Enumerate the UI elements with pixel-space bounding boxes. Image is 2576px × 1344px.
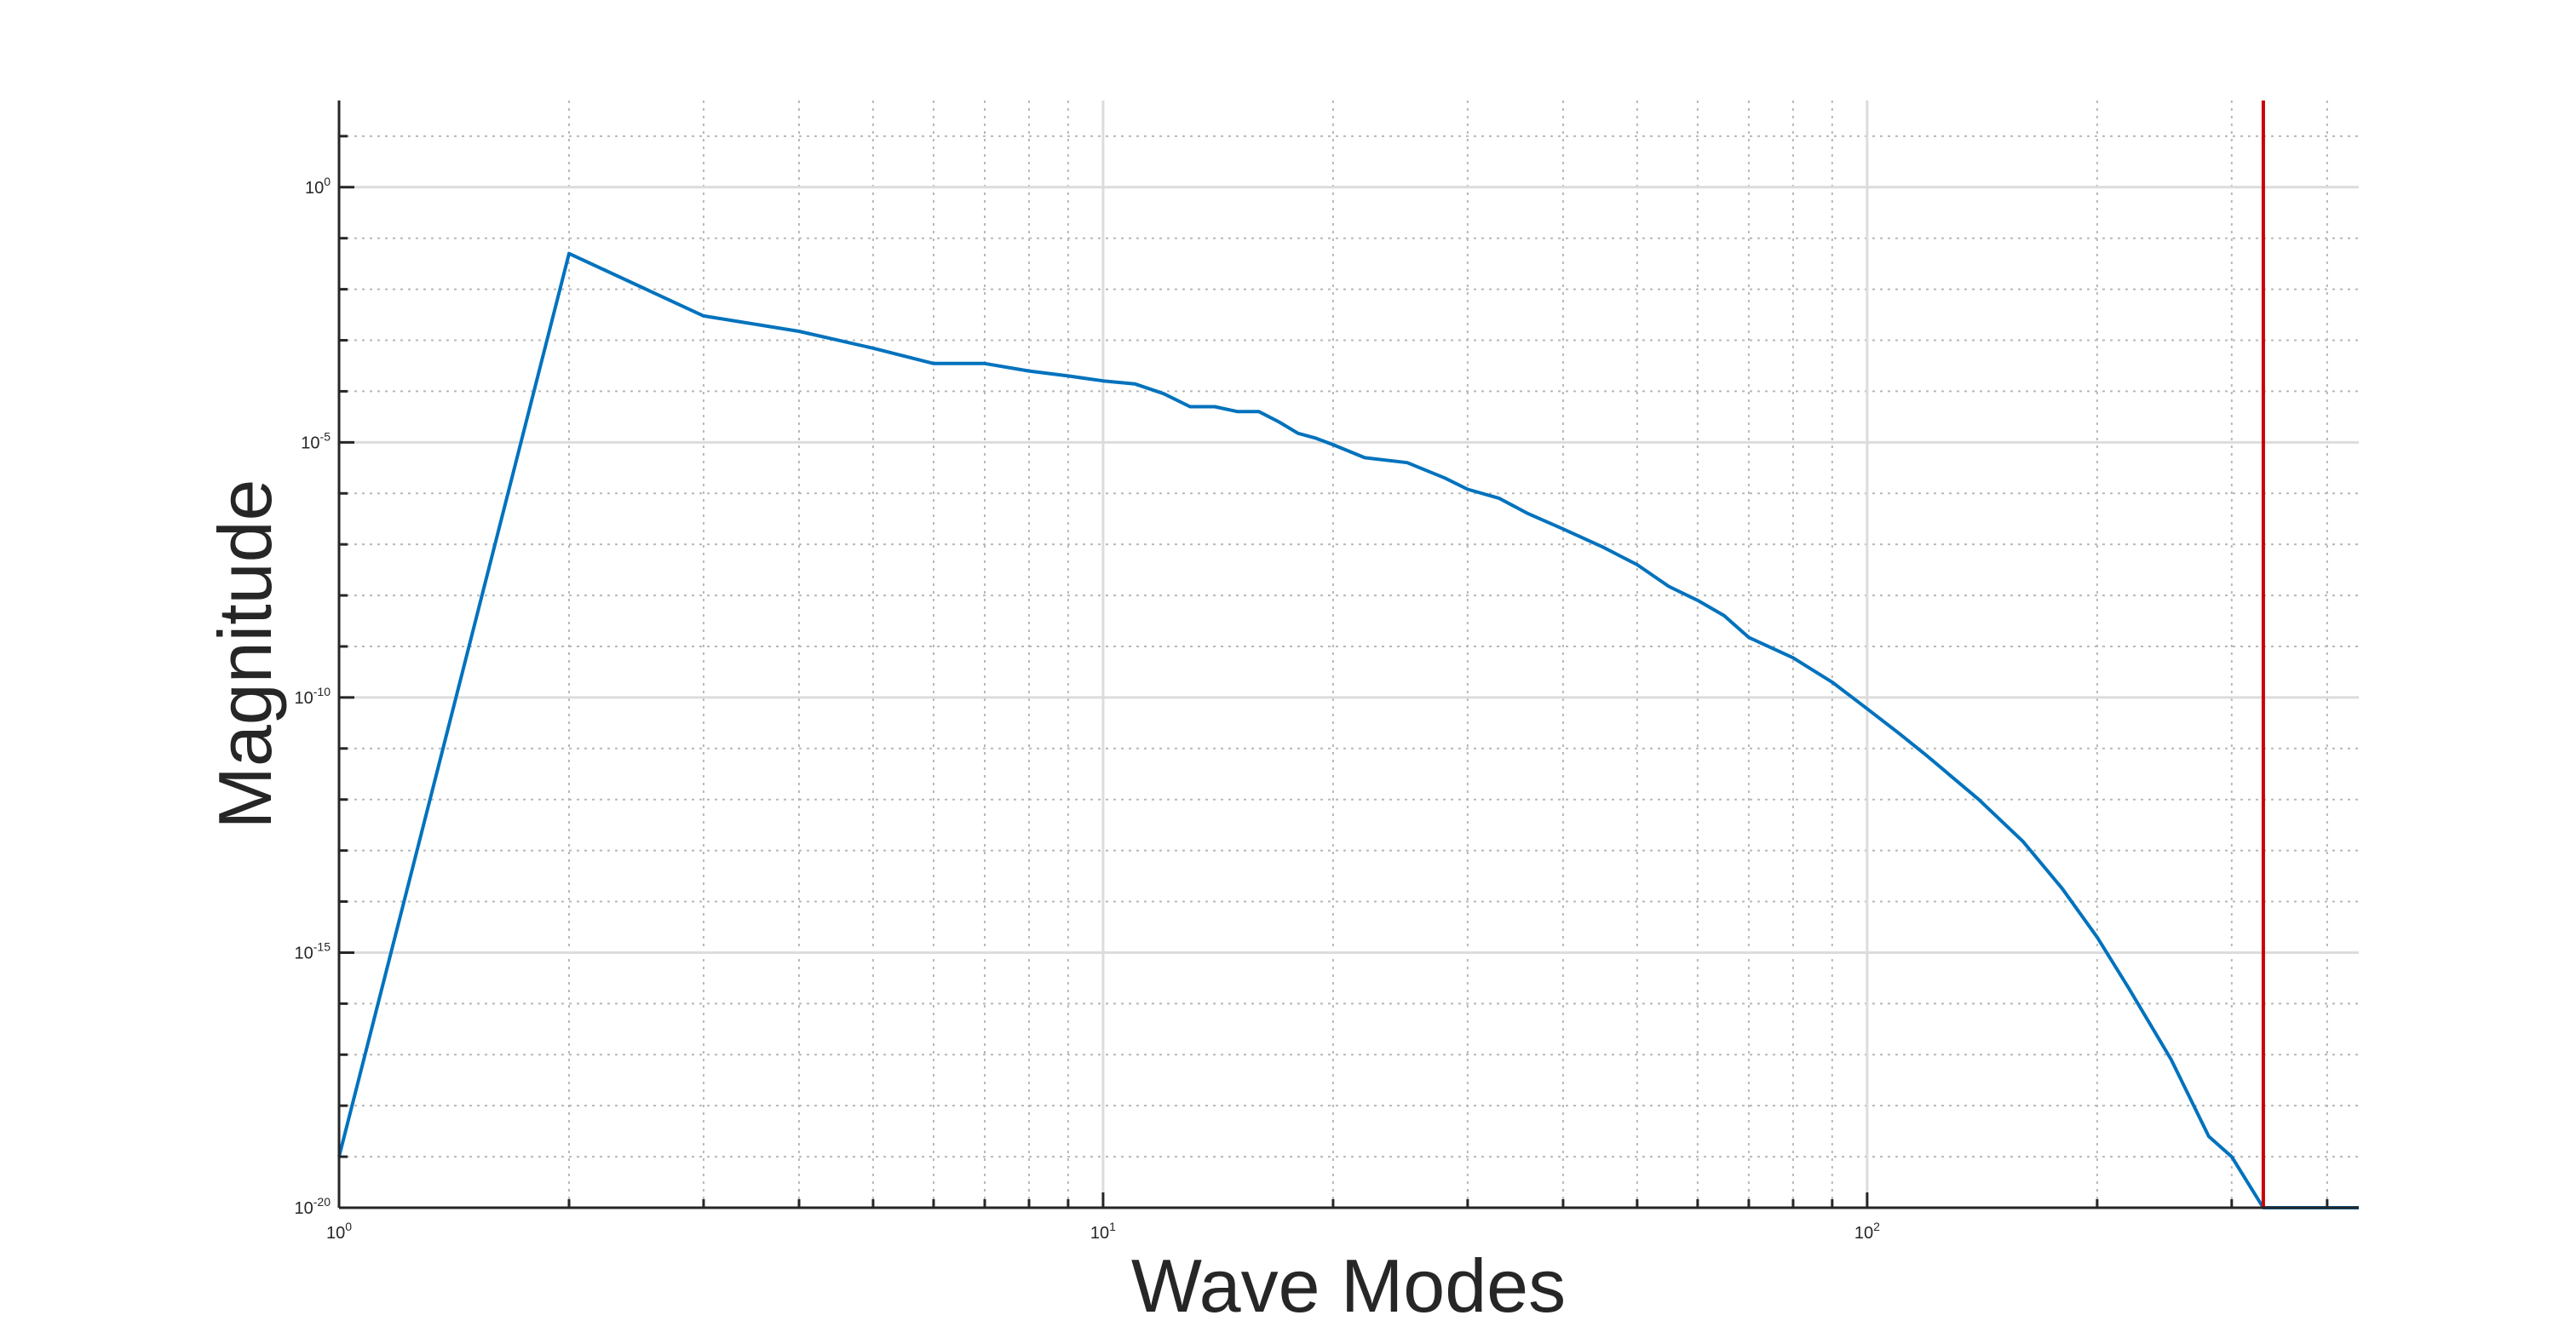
x-axis-label: Wave Modes — [1131, 1243, 1566, 1328]
y-axis-label: Magnitude — [203, 480, 287, 830]
series-layer — [337, 251, 2359, 1209]
y-tick-labels: 100 10-5 10-10 10-15 10-20 — [295, 175, 331, 1218]
x-tick-label: 100 — [326, 1220, 352, 1243]
y-tick-label: 10-10 — [295, 685, 331, 708]
y-tick-label: 10-15 — [295, 939, 331, 962]
axes — [337, 101, 2359, 1209]
series-line-0 — [337, 251, 2359, 1209]
x-tick-labels: 100 101 102 — [326, 1220, 1880, 1243]
x-tick-label: 102 — [1854, 1220, 1880, 1243]
y-tick-label: 100 — [305, 175, 331, 198]
y-tick-label: 10-20 — [295, 1195, 331, 1218]
y-tick-label: 10-5 — [301, 429, 331, 452]
plot-area-background — [339, 101, 2359, 1208]
minor-grid — [339, 101, 2359, 1208]
x-tick-label: 101 — [1090, 1220, 1116, 1243]
